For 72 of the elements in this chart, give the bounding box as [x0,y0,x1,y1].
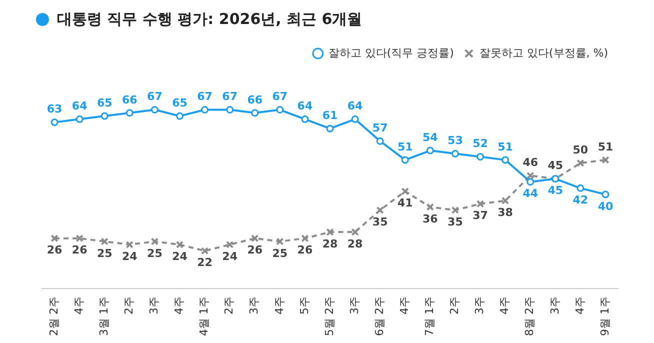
data-label: 67 [272,90,288,104]
data-label: 38 [498,206,513,220]
data-label: 64 [347,100,364,113]
legend-label: 잘못하고 있다(부정률, %) [479,46,608,60]
data-label: 52 [472,137,488,150]
x-tick-label: 2주 [222,296,236,315]
data-label: 35 [448,215,463,228]
data-label: 24 [172,250,188,263]
x-tick-label: 4주 [573,296,586,315]
data-label: 67 [222,90,238,104]
data-label: 65 [172,96,188,110]
data-label: 26 [247,244,263,257]
data-label: 42 [572,194,588,207]
data-label: 46 [522,156,538,169]
data-label: 26 [297,244,313,257]
data-label: 50 [572,143,588,156]
data-label: 28 [347,237,363,250]
data-label: 45 [548,184,564,198]
data-label: 51 [498,140,513,154]
data-label: 28 [322,237,338,250]
data-label: 53 [448,134,463,148]
x-tick-label: 4주 [498,296,512,315]
data-label: 24 [222,250,238,263]
data-label: 61 [322,108,338,122]
data-label: 67 [197,90,212,104]
data-label: 51 [598,140,614,154]
data-label: 57 [372,121,388,134]
data-label: 65 [96,96,112,110]
x-tick-label: 6월 2주 [372,296,386,336]
chart-title: 대통령 직무 수행 평가: 2026년, 최근 6개월 [57,10,362,28]
x-tick-label: 2월 2주 [47,296,60,336]
data-label: 25 [96,246,112,260]
x-tick-label: 8월 2주 [523,296,536,336]
legend-label: 잘하고 있다(직무 긍정률) [328,46,454,60]
x-tick-label: 4주 [72,296,86,315]
data-label: 63 [46,102,62,116]
x-tick-label: 4월 1주 [198,296,211,336]
data-label: 25 [147,246,162,260]
data-label: 24 [122,250,138,263]
x-tick-label: 4주 [272,296,286,315]
x-tick-label: 3주 [348,296,361,315]
x-tick-label: 7월 1주 [423,296,436,336]
x-tick-label: 3주 [473,296,486,315]
data-label: 54 [422,130,438,144]
x-tick-label: 3주 [548,296,562,315]
data-label: 44 [522,187,538,200]
data-label: 40 [598,200,614,213]
data-label: 36 [422,212,438,226]
x-tick-label: 4주 [172,296,186,315]
x-tick-label: 3주 [148,296,161,315]
data-label: 41 [397,196,413,210]
data-label: 45 [548,159,564,172]
x-tick-label: 9월 1주 [598,296,612,336]
data-label: 67 [147,90,162,104]
data-label: 25 [272,246,288,260]
data-label: 22 [197,256,212,270]
data-label: 26 [72,244,88,257]
data-label: 26 [46,244,63,257]
data-label: 66 [122,93,138,106]
x-tick-label: 3주 [248,296,261,315]
x-tick-label: 4주 [398,296,411,315]
data-label: 64 [297,100,313,113]
x-tick-label: 3월 1주 [97,296,110,336]
data-label: 66 [247,93,263,106]
data-label: 51 [397,140,413,154]
data-label: 37 [472,209,488,222]
x-tick-label: 5월 2주 [322,296,336,336]
x-tick-label: 5주 [298,296,311,315]
x-tick-label: 2주 [448,296,462,315]
data-label: 35 [372,215,388,228]
data-label: 64 [72,100,88,113]
x-tick-label: 2주 [122,296,136,315]
